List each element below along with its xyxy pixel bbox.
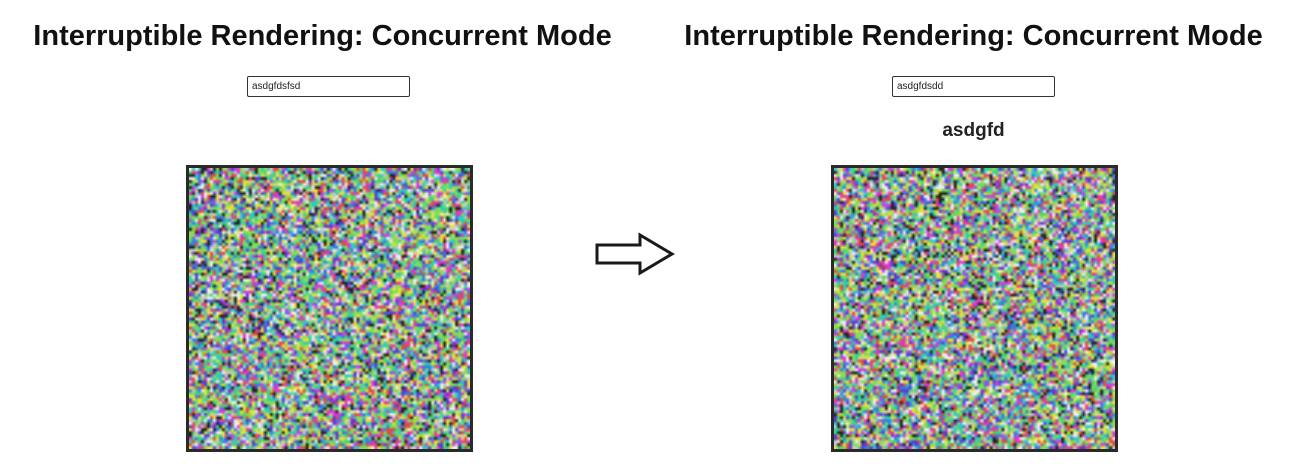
right-arrow-icon	[594, 232, 676, 276]
page-title: Interruptible Rendering: Concurrent Mode	[33, 20, 612, 52]
noise-canvas	[834, 168, 1115, 449]
left-panel: Interruptible Rendering: Concurrent Mode	[0, 0, 645, 468]
page-title: Interruptible Rendering: Concurrent Mode	[684, 20, 1263, 52]
noise-grid	[186, 165, 473, 452]
right-panel: Interruptible Rendering: Concurrent Mode…	[651, 0, 1296, 468]
noise-canvas	[189, 168, 470, 449]
text-input[interactable]	[247, 76, 410, 97]
text-input[interactable]	[892, 76, 1055, 97]
rendered-text: asdgfd	[942, 120, 1005, 141]
noise-grid	[831, 165, 1118, 452]
